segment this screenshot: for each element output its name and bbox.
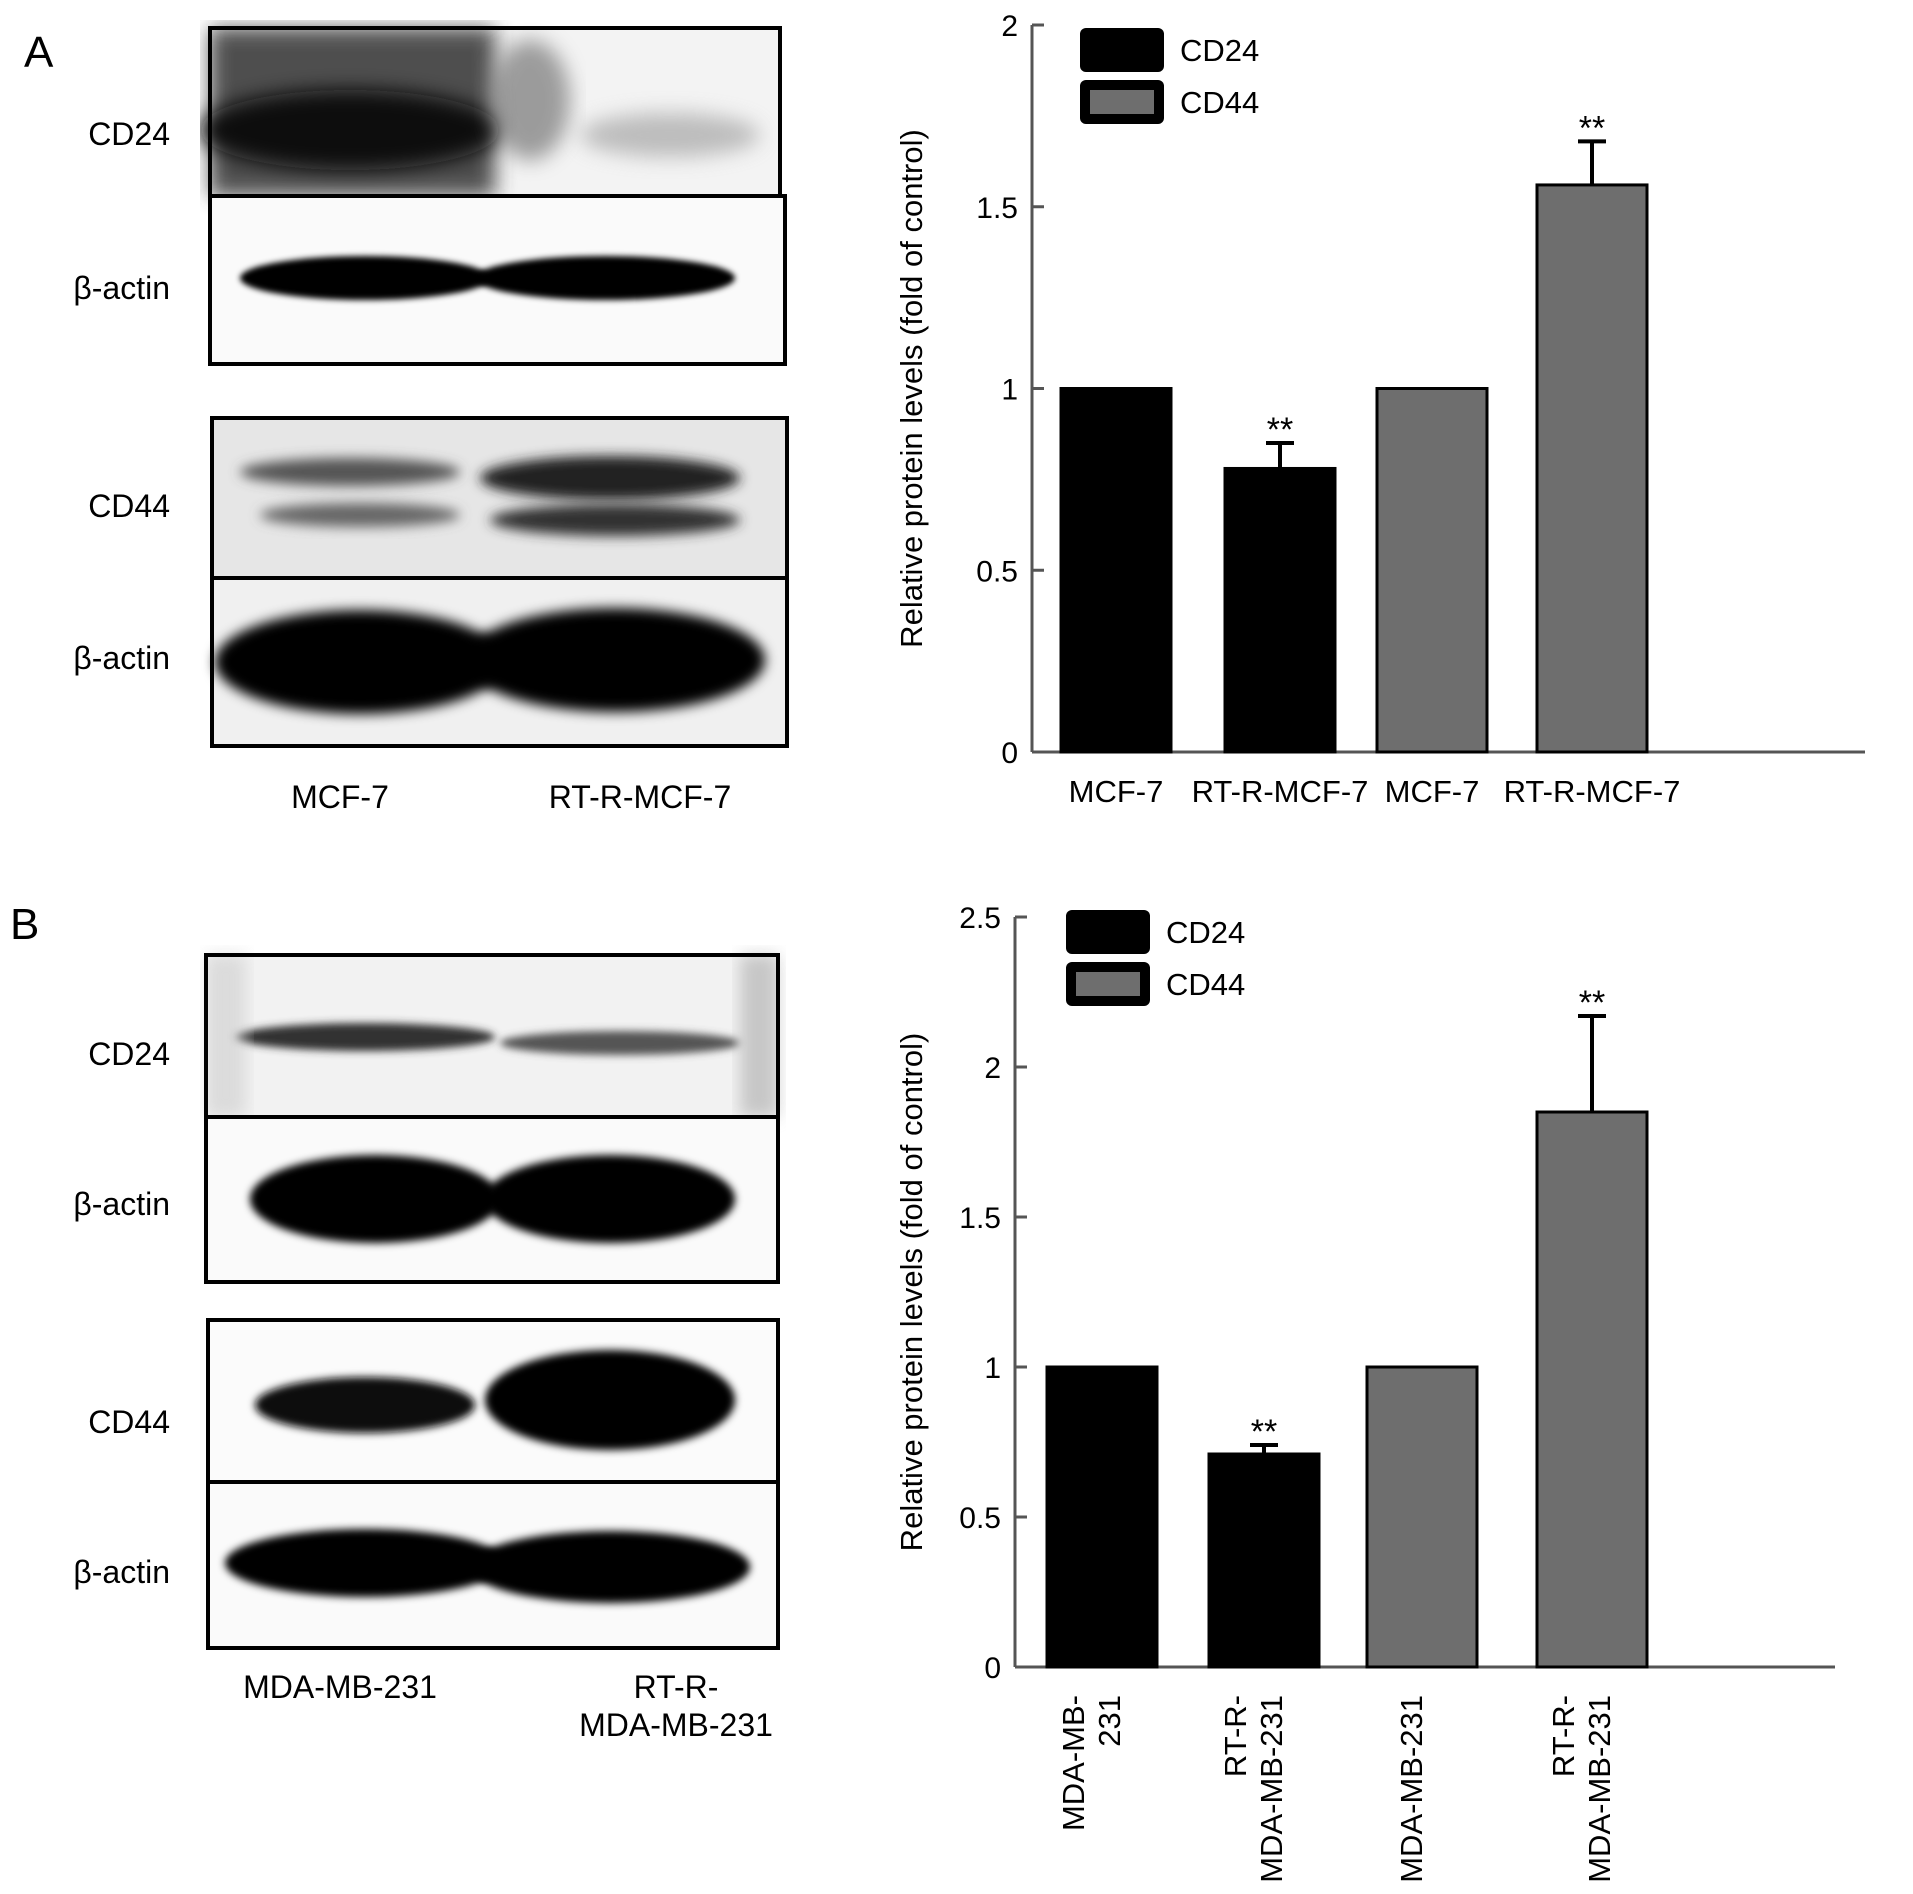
x-tick-label-line: RT-R- — [1218, 1695, 1253, 1777]
panel-b-letter: B — [10, 900, 40, 949]
bar — [1223, 466, 1337, 754]
x-tick-label: MCF-7 — [1069, 774, 1164, 809]
y-tick-label: 1.5 — [976, 192, 1018, 225]
bar — [1535, 1110, 1649, 1669]
blot-b-actin-strip-2 — [206, 1480, 780, 1650]
bar — [1535, 183, 1649, 754]
y-tick-label: 1 — [984, 1352, 1001, 1385]
legend-label: CD24 — [1166, 915, 1245, 950]
x-tick-label-line: MDA-MB-231 — [1394, 1695, 1429, 1883]
bar — [1365, 1365, 1479, 1669]
blot-b-lane-label-1: MDA-MB-231 — [243, 1669, 437, 1705]
y-tick-label: 2 — [1001, 10, 1018, 43]
legend-swatch-frame — [1066, 910, 1150, 954]
y-tick-label: 0 — [984, 1652, 1001, 1685]
x-tick-label-line: RT-R- — [1546, 1695, 1581, 1777]
significance-marker: ** — [1267, 411, 1293, 449]
y-axis-title: Relative protein levels (fold of control… — [894, 129, 929, 648]
x-tick-label: RT-R-MDA-MB-231 — [1218, 1695, 1289, 1883]
x-tick-label-line: MDA-MB- — [1056, 1695, 1091, 1831]
x-tick-label-line: MDA-MB-231 — [1254, 1695, 1289, 1883]
western-blot-b — [204, 953, 780, 1650]
y-axis-title: Relative protein levels (fold of control… — [894, 1033, 929, 1552]
blot-b-row-label-cd24: CD24 — [88, 1036, 170, 1072]
x-tick-label: RT-R-MCF-7 — [1192, 774, 1369, 809]
blot-a-actin-strip-2 — [210, 576, 789, 748]
blot-a-lane-label-2: RT-R-MCF-7 — [548, 779, 732, 815]
western-blot-a — [200, 26, 789, 748]
bar — [1045, 1365, 1159, 1669]
x-tick-label-line: 231 — [1092, 1695, 1127, 1747]
legend-label: CD44 — [1166, 967, 1245, 1002]
x-tick-label: MCF-7 — [1385, 774, 1480, 809]
significance-marker: ** — [1579, 984, 1605, 1022]
x-tick-label: MDA-MB-231 — [1394, 1695, 1429, 1883]
bar — [1059, 387, 1173, 754]
blot-a-row-label-cd24: CD24 — [88, 116, 170, 152]
blot-b-row-label-cd44: CD44 — [88, 1404, 170, 1440]
blot-a-row-label-cd44: CD44 — [88, 488, 170, 524]
blot-b-row-label-actin-2: β-actin — [73, 1554, 170, 1590]
legend-swatch — [1076, 972, 1140, 996]
y-tick-label: 0.5 — [959, 1502, 1001, 1535]
bar-chart-b: 0 0.5 1 1.5 2 2.5 Relative protein levels (fol… — [894, 902, 1835, 1883]
bar — [1375, 387, 1489, 754]
y-tick-label: 0.5 — [976, 555, 1018, 588]
legend-swatch — [1090, 90, 1154, 114]
blot-a-lane-label-1: MCF-7 — [291, 779, 389, 815]
significance-marker: ** — [1251, 1413, 1277, 1451]
x-tick-label: RT-R-MDA-MB-231 — [1546, 1695, 1617, 1883]
blot-b-cd24-strip — [204, 953, 780, 1119]
legend-swatch-frame — [1080, 28, 1164, 72]
y-tick-label: 0 — [1001, 737, 1018, 770]
blot-a-actin-strip-1 — [208, 194, 787, 366]
blot-b-cd44-strip — [206, 1318, 780, 1484]
y-tick-label: 1 — [1001, 374, 1018, 407]
panel-a-letter: A — [24, 28, 54, 77]
x-tick-label-line: MDA-MB-231 — [1582, 1695, 1617, 1883]
y-tick-label: 2.5 — [959, 902, 1001, 935]
significance-marker: ** — [1579, 109, 1605, 147]
blot-b-actin-strip-1 — [204, 1115, 780, 1284]
blot-a-row-label-actin-2: β-actin — [73, 640, 170, 676]
y-tick-label: 2 — [984, 1052, 1001, 1085]
x-tick-label: RT-R-MCF-7 — [1504, 774, 1681, 809]
bar — [1207, 1452, 1321, 1669]
legend-label: CD44 — [1180, 85, 1259, 120]
blot-a-row-label-actin-1: β-actin — [73, 270, 170, 306]
blot-b-row-label-actin-1: β-actin — [73, 1186, 170, 1222]
blot-b-lane-label-2: RT-R- MDA-MB-231 — [579, 1669, 773, 1743]
legend-label: CD24 — [1180, 33, 1259, 68]
blot-a-cd24-strip — [200, 26, 782, 198]
y-tick-label: 1.5 — [959, 1202, 1001, 1235]
blot-a-cd44-strip — [210, 416, 789, 580]
bar-chart-a: 0 0.5 1 1.5 2 Relative protein levels (fold o… — [894, 10, 1865, 809]
x-tick-label: MDA-MB-231 — [1056, 1695, 1127, 1831]
